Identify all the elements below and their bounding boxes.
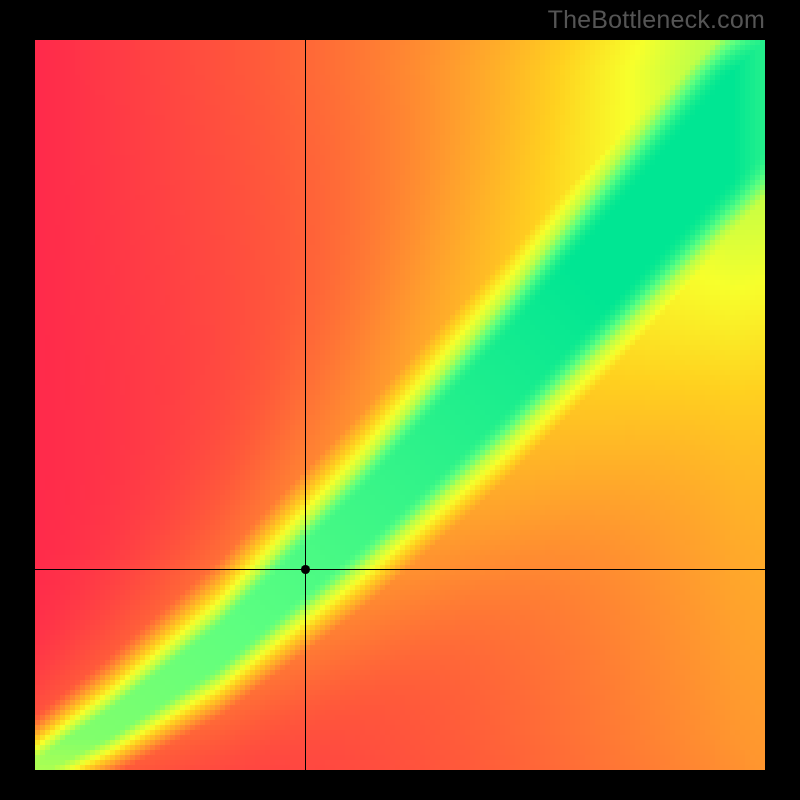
overlay-canvas [35, 40, 765, 770]
chart-frame: TheBottleneck.com [0, 0, 800, 800]
watermark-text: TheBottleneck.com [548, 6, 765, 35]
plot-area [35, 40, 765, 770]
